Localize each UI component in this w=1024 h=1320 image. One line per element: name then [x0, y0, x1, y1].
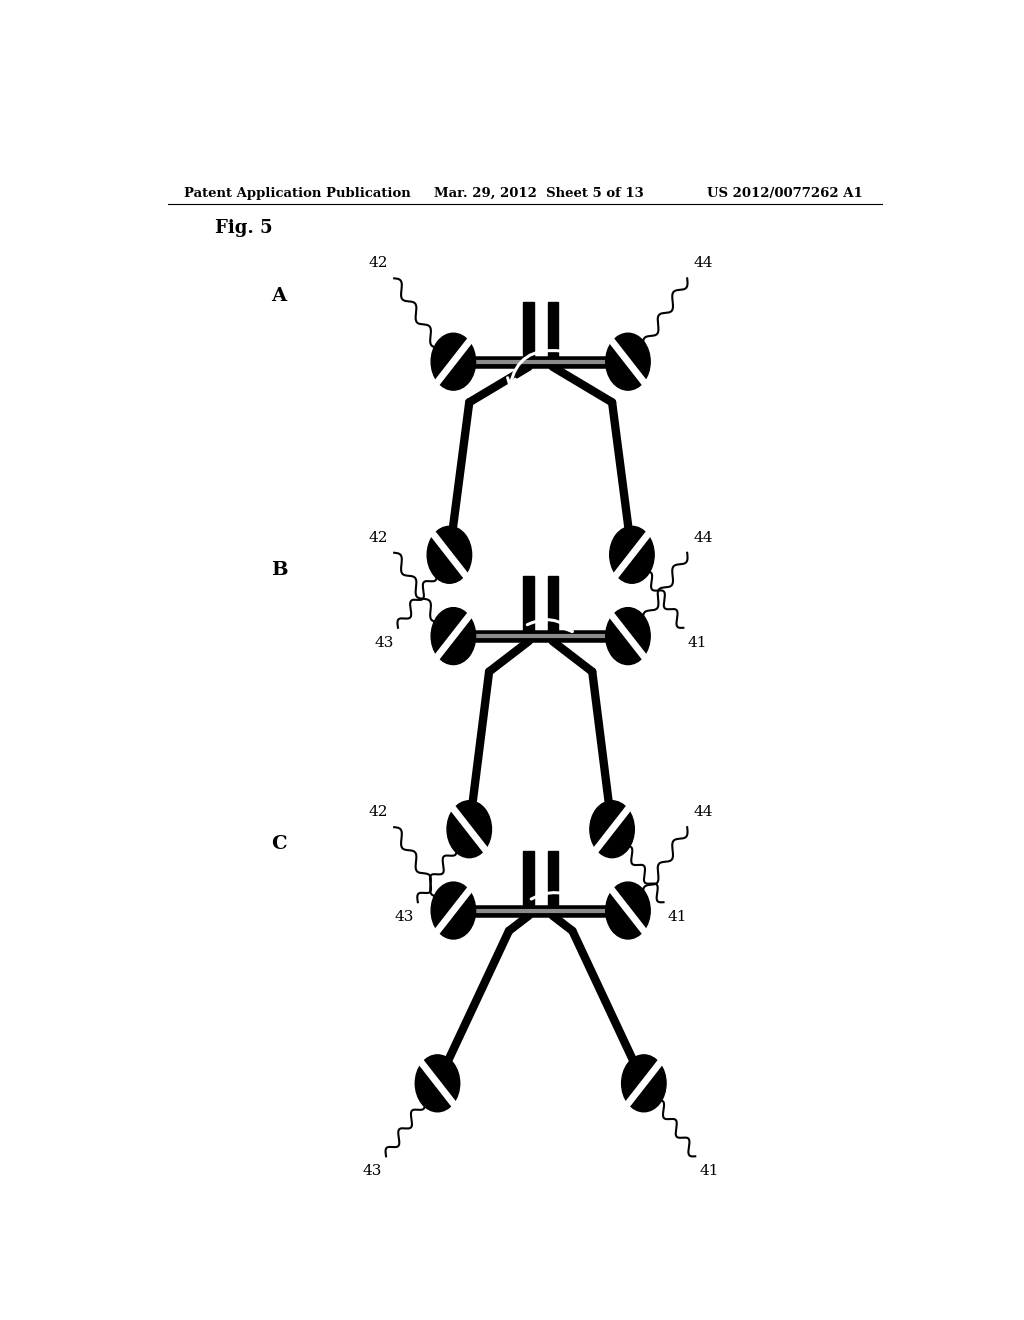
Text: 41: 41: [699, 1164, 719, 1179]
Bar: [548, 302, 558, 358]
Text: Mar. 29, 2012  Sheet 5 of 13: Mar. 29, 2012 Sheet 5 of 13: [433, 187, 643, 199]
Circle shape: [590, 801, 634, 858]
Bar: [523, 302, 534, 358]
Circle shape: [606, 882, 650, 939]
Circle shape: [606, 333, 650, 391]
Text: 44: 44: [693, 805, 713, 818]
Text: 41: 41: [668, 911, 687, 924]
Text: 42: 42: [369, 805, 388, 818]
Circle shape: [431, 607, 475, 664]
Text: 43: 43: [394, 911, 414, 924]
Circle shape: [416, 1055, 460, 1111]
Text: 42: 42: [369, 531, 388, 545]
Text: C: C: [270, 836, 287, 854]
Circle shape: [427, 527, 472, 583]
Text: 43: 43: [362, 1164, 382, 1179]
Text: 43: 43: [375, 636, 394, 649]
Bar: [548, 576, 558, 632]
Circle shape: [606, 607, 650, 664]
Text: A: A: [270, 286, 286, 305]
Text: 42: 42: [369, 256, 388, 271]
Text: Fig. 5: Fig. 5: [215, 219, 273, 238]
Circle shape: [609, 527, 654, 583]
Text: Patent Application Publication: Patent Application Publication: [183, 187, 411, 199]
Circle shape: [431, 882, 475, 939]
Text: 44: 44: [693, 256, 713, 271]
Circle shape: [622, 1055, 666, 1111]
Bar: [523, 850, 534, 907]
Circle shape: [431, 333, 475, 391]
Text: 44: 44: [693, 531, 713, 545]
Text: B: B: [270, 561, 288, 579]
Bar: [548, 850, 558, 907]
Text: US 2012/0077262 A1: US 2012/0077262 A1: [708, 187, 863, 199]
Bar: [523, 576, 534, 632]
Text: 41: 41: [687, 636, 707, 649]
Circle shape: [447, 801, 492, 858]
